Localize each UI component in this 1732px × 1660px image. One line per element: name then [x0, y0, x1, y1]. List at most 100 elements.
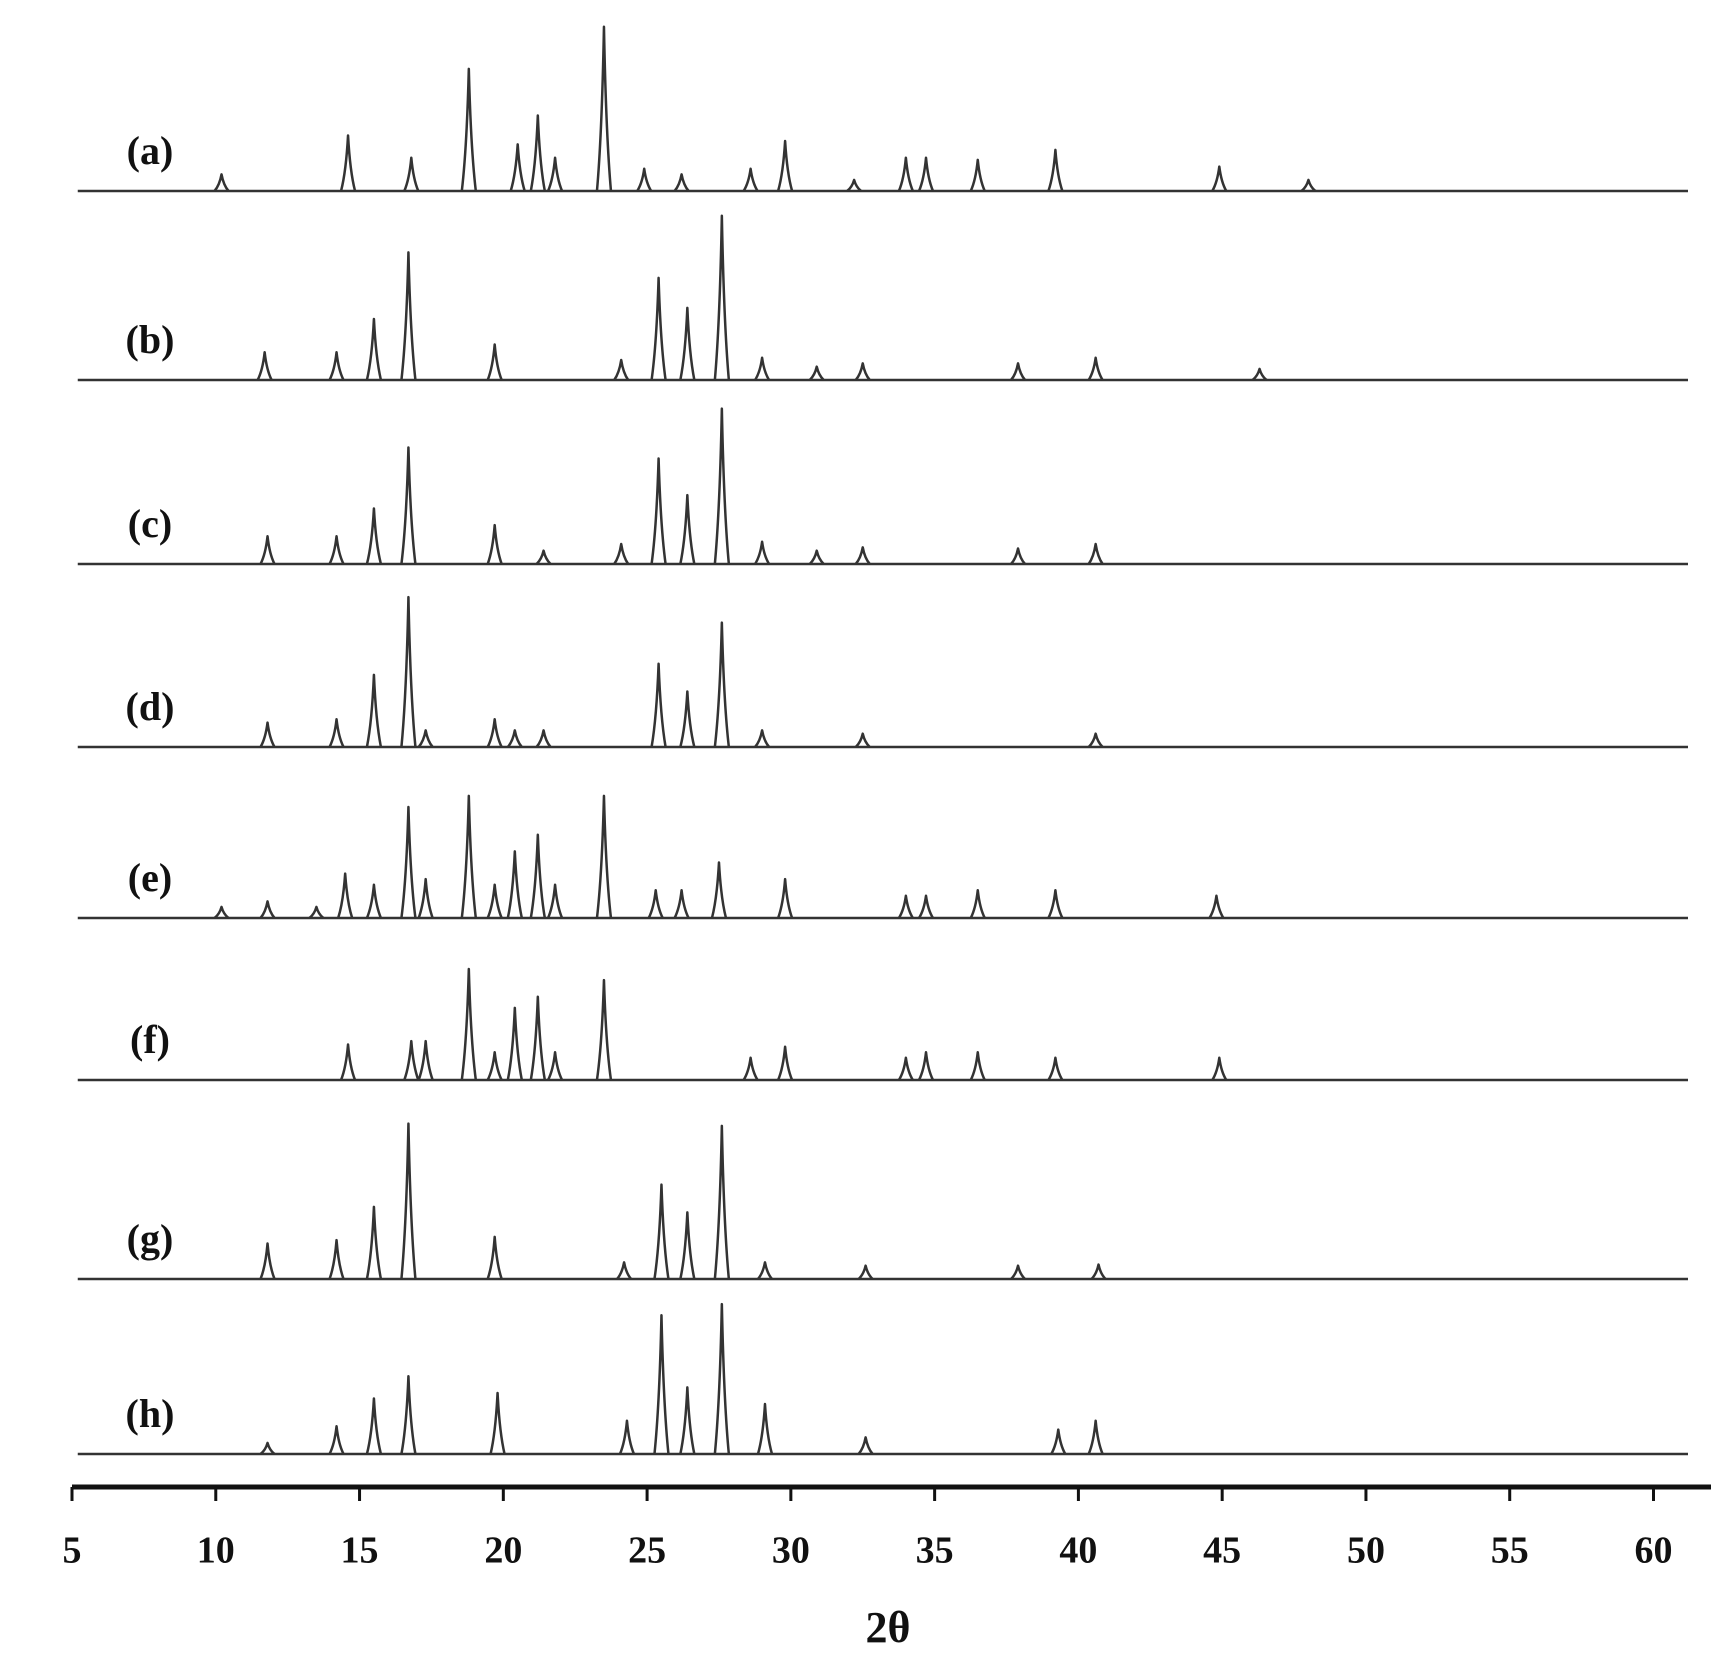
peak — [1087, 732, 1104, 748]
x-tick-label: 15 — [341, 1530, 379, 1572]
x-tick-label: 20 — [484, 1530, 522, 1572]
peak — [613, 358, 630, 381]
peak — [1090, 1263, 1107, 1280]
peak — [259, 535, 276, 565]
peak — [328, 1425, 345, 1455]
peak — [259, 1441, 276, 1455]
peak — [917, 894, 935, 919]
peak — [417, 877, 434, 919]
series-label: (h) — [126, 1391, 175, 1436]
x-tick-label: 45 — [1203, 1530, 1241, 1572]
peak — [546, 883, 564, 919]
peak — [256, 351, 273, 381]
peak — [529, 995, 547, 1081]
peak — [259, 1242, 276, 1280]
peak — [339, 134, 357, 192]
peak — [679, 690, 696, 748]
peak — [486, 343, 503, 381]
peak — [1251, 367, 1268, 381]
peak — [486, 883, 503, 919]
x-tick-label: 40 — [1059, 1530, 1097, 1572]
peak — [854, 732, 871, 748]
x-tick-label: 10 — [197, 1530, 235, 1572]
series-label: (c) — [128, 501, 172, 546]
peak — [650, 662, 667, 748]
peak — [506, 850, 524, 919]
peak — [259, 900, 276, 919]
x-tick-label: 5 — [63, 1530, 82, 1572]
peak — [365, 673, 383, 748]
peak — [1047, 1056, 1064, 1081]
peak — [679, 1386, 696, 1455]
peak — [917, 1051, 935, 1081]
x-tick-label: 35 — [916, 1530, 954, 1572]
series-label: (e) — [128, 855, 172, 900]
peak — [506, 729, 523, 748]
peak — [328, 535, 345, 565]
peak — [595, 794, 613, 919]
peak — [489, 1391, 506, 1455]
peak — [673, 889, 690, 919]
peak — [647, 889, 664, 919]
peak — [1208, 894, 1225, 919]
peak — [754, 729, 771, 748]
peak — [650, 276, 667, 381]
peak — [650, 457, 667, 565]
peak — [969, 1051, 986, 1081]
peak — [460, 967, 478, 1081]
peak — [854, 362, 871, 381]
peak — [969, 158, 986, 192]
peak — [486, 1051, 503, 1081]
peak — [713, 1124, 731, 1280]
peak — [1087, 542, 1104, 565]
peak — [776, 1045, 794, 1081]
peak — [756, 1402, 774, 1455]
peak — [259, 721, 276, 748]
peak — [757, 1261, 773, 1280]
peak — [460, 794, 478, 919]
series-label: (a) — [127, 128, 174, 173]
peak — [613, 542, 630, 565]
x-tick-label: 55 — [1491, 1530, 1529, 1572]
peak — [509, 143, 526, 192]
peak — [595, 978, 613, 1081]
peak — [897, 894, 914, 919]
peak — [653, 1314, 670, 1455]
peak — [546, 156, 564, 192]
peak — [857, 1436, 874, 1455]
peak — [742, 1056, 759, 1081]
peak — [1010, 547, 1026, 565]
peak — [339, 1043, 357, 1081]
peak — [336, 872, 354, 919]
peak — [679, 1211, 696, 1280]
peak — [808, 549, 825, 565]
x-tick-label: 30 — [772, 1530, 810, 1572]
peak — [1010, 362, 1026, 381]
peak — [917, 156, 935, 192]
peak — [400, 446, 417, 565]
peak — [742, 167, 759, 192]
peak — [618, 1419, 636, 1455]
peak — [213, 173, 230, 192]
peak — [308, 905, 325, 919]
peak — [897, 1056, 914, 1081]
peak — [400, 251, 417, 381]
peak — [400, 1375, 417, 1455]
peak — [1300, 178, 1317, 192]
peak — [417, 1039, 434, 1081]
peak — [1047, 889, 1064, 919]
peak — [365, 507, 383, 565]
peak — [713, 214, 731, 381]
peak — [673, 173, 690, 192]
peak — [546, 1051, 564, 1081]
peak — [328, 1238, 345, 1280]
peak — [486, 523, 503, 565]
peak — [776, 877, 794, 919]
peak — [679, 493, 696, 565]
peak — [213, 905, 230, 919]
peak — [969, 889, 986, 919]
peak — [529, 114, 547, 192]
peak — [328, 718, 345, 748]
peak — [460, 67, 478, 192]
peak — [713, 621, 731, 748]
